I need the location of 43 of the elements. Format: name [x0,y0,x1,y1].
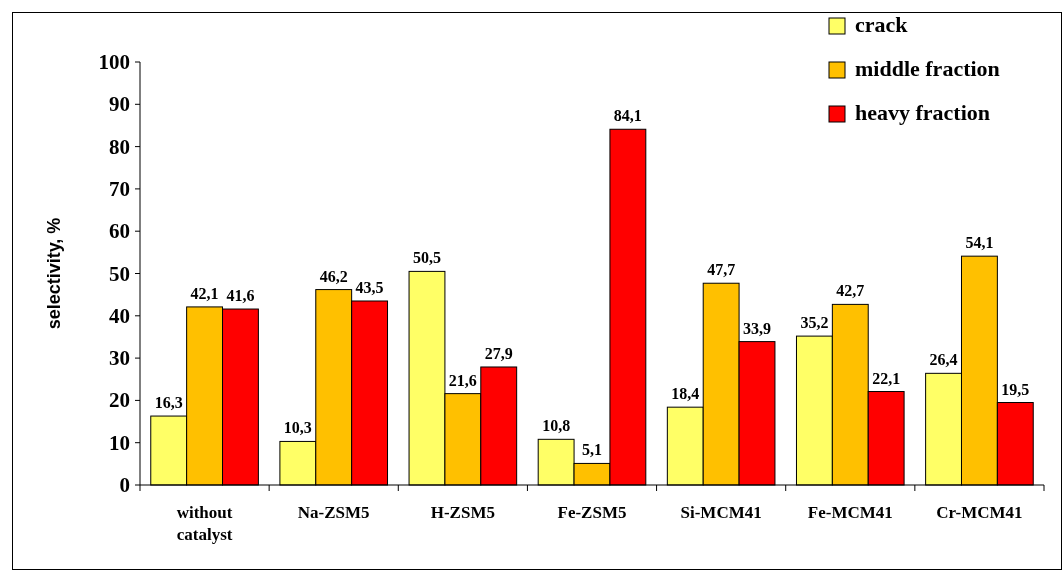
data-label: 42,1 [190,284,219,302]
data-label: 84,1 [613,107,642,125]
y-tick-label: 40 [109,303,130,328]
data-label: 50,5 [412,249,441,267]
data-label: 46,2 [319,267,348,285]
x-tick-label: H-ZSM5 [430,503,495,522]
data-label: 10,8 [542,417,571,435]
y-tick-label: 50 [109,261,130,286]
data-label: 41,6 [226,287,255,305]
x-tick-label: Si-MCM41 [680,503,762,522]
data-label: 54,1 [965,234,994,252]
y-tick-label: 100 [98,50,130,74]
legend-label: heavy fraction [855,100,991,125]
y-tick-label: 80 [109,134,130,159]
data-label: 22,1 [872,369,901,387]
data-label: 18,4 [671,385,700,403]
x-tick-label: without catalyst [176,503,233,544]
data-label: 42,7 [836,282,865,300]
data-label: 47,7 [707,261,736,279]
x-tick-label: Fe-ZSM5 [557,503,627,522]
x-tick-label: Fe-MCM41 [807,503,893,522]
y-axis-title: selectivity, % [44,217,64,330]
y-tick-label: 60 [109,219,130,244]
y-tick-label: 90 [109,92,130,117]
data-label: 19,5 [1001,380,1030,398]
data-label: 35,2 [800,314,829,332]
data-label: 33,9 [743,319,772,337]
legend-label: crack [855,12,909,37]
y-tick-label: 10 [109,430,130,455]
data-label: 16,3 [154,394,183,412]
y-tick-label: 0 [119,473,130,497]
data-label: 26,4 [929,351,958,369]
data-label: 43,5 [355,278,384,296]
data-label: 21,6 [448,371,477,389]
x-tick-label: Na-ZSM5 [297,503,370,522]
x-tick-label: Cr-MCM41 [936,503,1023,522]
data-label: 10,3 [283,419,312,437]
y-tick-label: 20 [109,388,130,413]
data-label: 5,1 [582,441,602,459]
y-tick-label: 70 [109,176,130,201]
legend-label: middle fraction [855,56,1000,81]
data-label: 27,9 [484,344,513,362]
y-tick-label: 30 [109,346,130,371]
